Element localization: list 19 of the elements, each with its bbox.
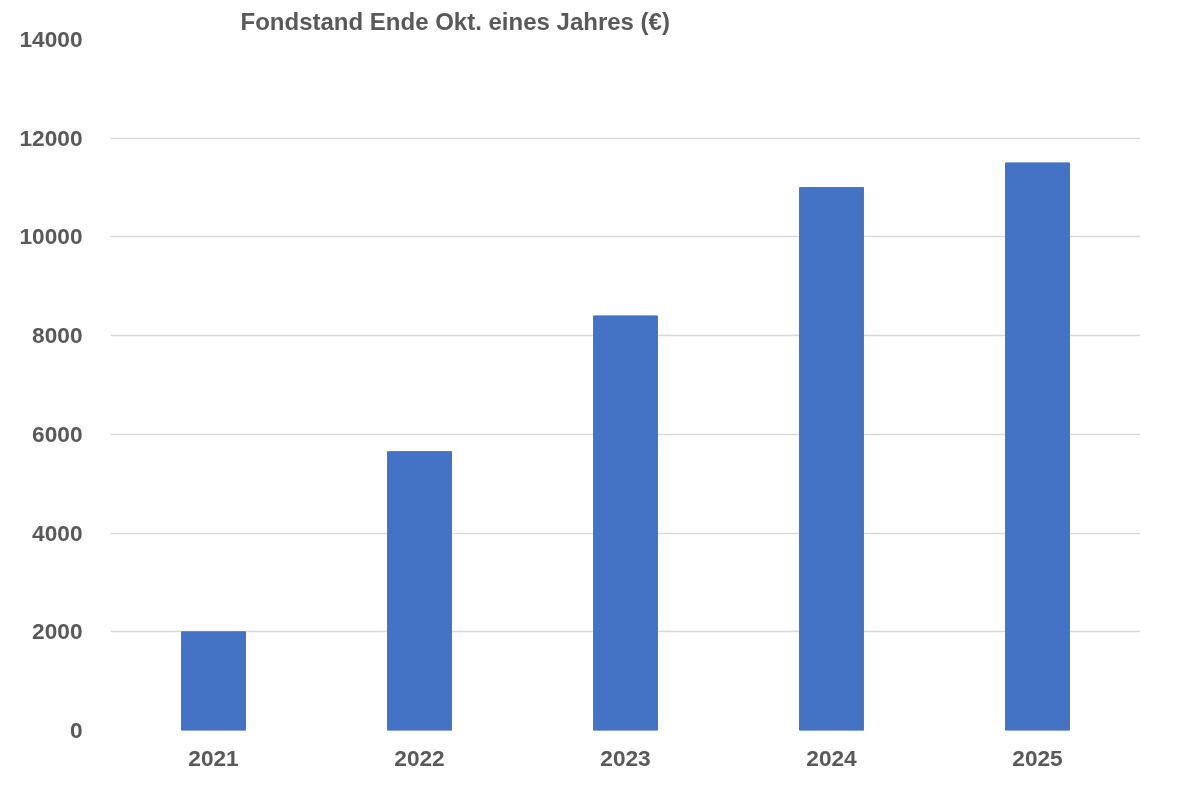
y-tick-label: 4000	[32, 519, 83, 546]
chart-title: Fondstand Ende Okt. eines Jahres (€)	[240, 7, 670, 35]
y-tick-label: 6000	[32, 420, 83, 447]
x-tick-label: 2024	[806, 744, 858, 771]
y-tick-label: 10000	[19, 223, 83, 250]
x-tick-label: 2023	[600, 744, 651, 771]
bar	[593, 315, 658, 731]
x-tick-label: 2025	[1012, 744, 1063, 771]
x-tick-label: 2021	[188, 744, 239, 771]
bar	[181, 631, 246, 731]
bar	[799, 187, 864, 731]
x-tick-label: 2022	[394, 744, 445, 771]
bar	[387, 451, 452, 731]
bar	[1005, 162, 1070, 731]
y-tick-label: 0	[69, 717, 83, 743]
y-tick-label: 14000	[19, 26, 83, 52]
y-tick-label: 12000	[19, 124, 83, 151]
y-tick-label: 2000	[32, 618, 83, 645]
y-tick-label: 8000	[32, 322, 83, 349]
